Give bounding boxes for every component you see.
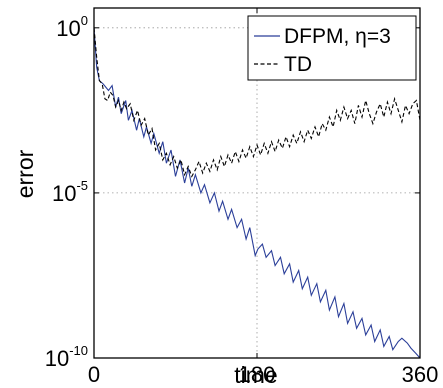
y-tick-label: 100 xyxy=(56,13,88,41)
legend-box xyxy=(247,15,417,81)
x-tick-label: 180 xyxy=(239,362,276,387)
legend: DFPM, η=3 TD xyxy=(247,15,417,81)
x-axis-ticks: 0 180 360 xyxy=(88,8,438,387)
legend-label: DFPM, η=3 xyxy=(284,25,391,48)
y-tick-label: 10-10 xyxy=(45,343,88,371)
x-tick-label: 0 xyxy=(88,362,100,387)
legend-label: TD xyxy=(284,53,312,76)
series-line-dfpm xyxy=(93,27,421,359)
y-axis-ticks: 100 10-5 10-10 xyxy=(45,13,420,371)
y-tick-label: 10-5 xyxy=(52,178,88,206)
x-tick-label: 360 xyxy=(402,362,439,387)
y-axis-label: error xyxy=(12,149,38,198)
series-line-td xyxy=(93,27,421,178)
x-axis-label: time xyxy=(234,362,277,388)
series-layer xyxy=(93,27,421,359)
